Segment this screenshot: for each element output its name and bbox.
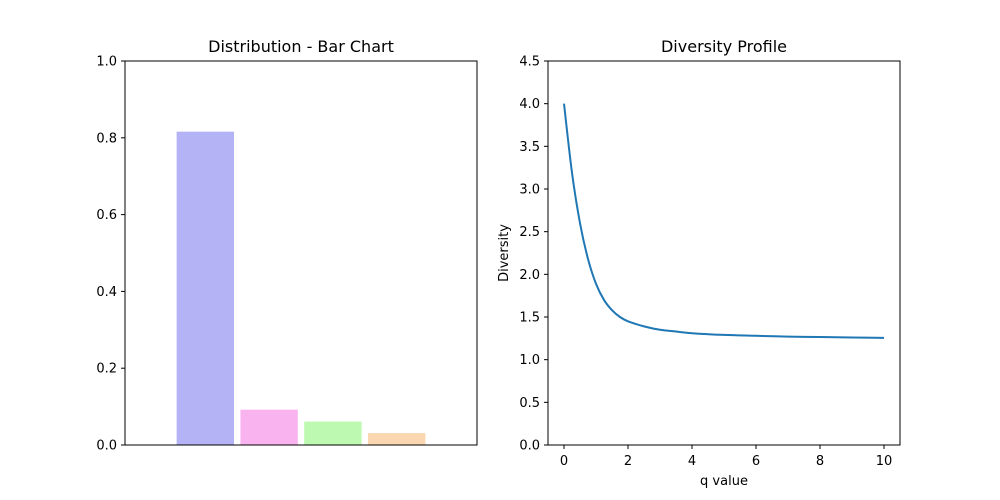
- line-x-tick-label: 6: [752, 454, 760, 469]
- bar-3: [304, 421, 362, 445]
- bar-4: [367, 433, 426, 445]
- bar-y-tick-label: 1.0: [96, 55, 117, 70]
- line-chart-title: Diversity Profile: [661, 37, 787, 56]
- line-x-tick-label: 2: [624, 454, 632, 469]
- bar-y-tick-label: 0.8: [96, 131, 117, 146]
- line-y-tick-label: 2.0: [519, 268, 540, 283]
- line-x-axis-label: q value: [700, 474, 748, 489]
- line-y-tick-label: 0.0: [519, 439, 540, 454]
- line-y-tick-label: 4.5: [519, 55, 540, 70]
- line-x-tick-label: 4: [688, 454, 696, 469]
- bar-chart-title: Distribution - Bar Chart: [208, 37, 394, 56]
- bar-marks: [176, 131, 426, 445]
- line-x-tick-label: 8: [816, 454, 824, 469]
- line-chart-frame: [547, 60, 901, 446]
- bar-y-axis-ticks: 0.0 0.2 0.4 0.6 0.8 1.0: [96, 55, 125, 454]
- bar-chart-panel: Distribution - Bar Chart 0.0 0.2 0.4 0.6 0.8…: [96, 37, 478, 454]
- line-y-axis-label: Diversity: [497, 224, 512, 282]
- line-y-axis-ticks: 0.0 0.5 1.0 1.5 2.0 2.5 3.0 3.5 4.0 4.5: [519, 55, 548, 454]
- line-marks: [563, 103, 885, 339]
- bar-y-tick-label: 0.0: [96, 439, 117, 454]
- line-x-tick-label: 10: [876, 454, 893, 469]
- line-y-tick-label: 2.5: [519, 225, 540, 240]
- line-y-tick-label: 3.0: [519, 183, 540, 198]
- bar-y-tick-label: 0.6: [96, 208, 117, 223]
- line-y-tick-label: 0.5: [519, 396, 540, 411]
- bar-1: [176, 131, 235, 445]
- line-y-tick-label: 1.0: [519, 353, 540, 368]
- line-chart-panel: Diversity Profile 0 2 4 6 8 10 0.0 0.5 1.0 1.5 2.…: [497, 37, 901, 489]
- diversity-line: [563, 103, 885, 339]
- line-y-tick-label: 4.0: [519, 97, 540, 112]
- line-x-tick-label: 0: [560, 454, 568, 469]
- bar-y-tick-label: 0.4: [96, 285, 117, 300]
- line-x-axis-ticks: 0 2 4 6 8 10: [560, 445, 892, 469]
- bar-y-tick-label: 0.2: [96, 362, 117, 377]
- bar-chart-frame: [124, 60, 478, 446]
- bar-2: [240, 409, 298, 445]
- line-y-tick-label: 3.5: [519, 140, 540, 155]
- line-y-tick-label: 1.5: [519, 311, 540, 326]
